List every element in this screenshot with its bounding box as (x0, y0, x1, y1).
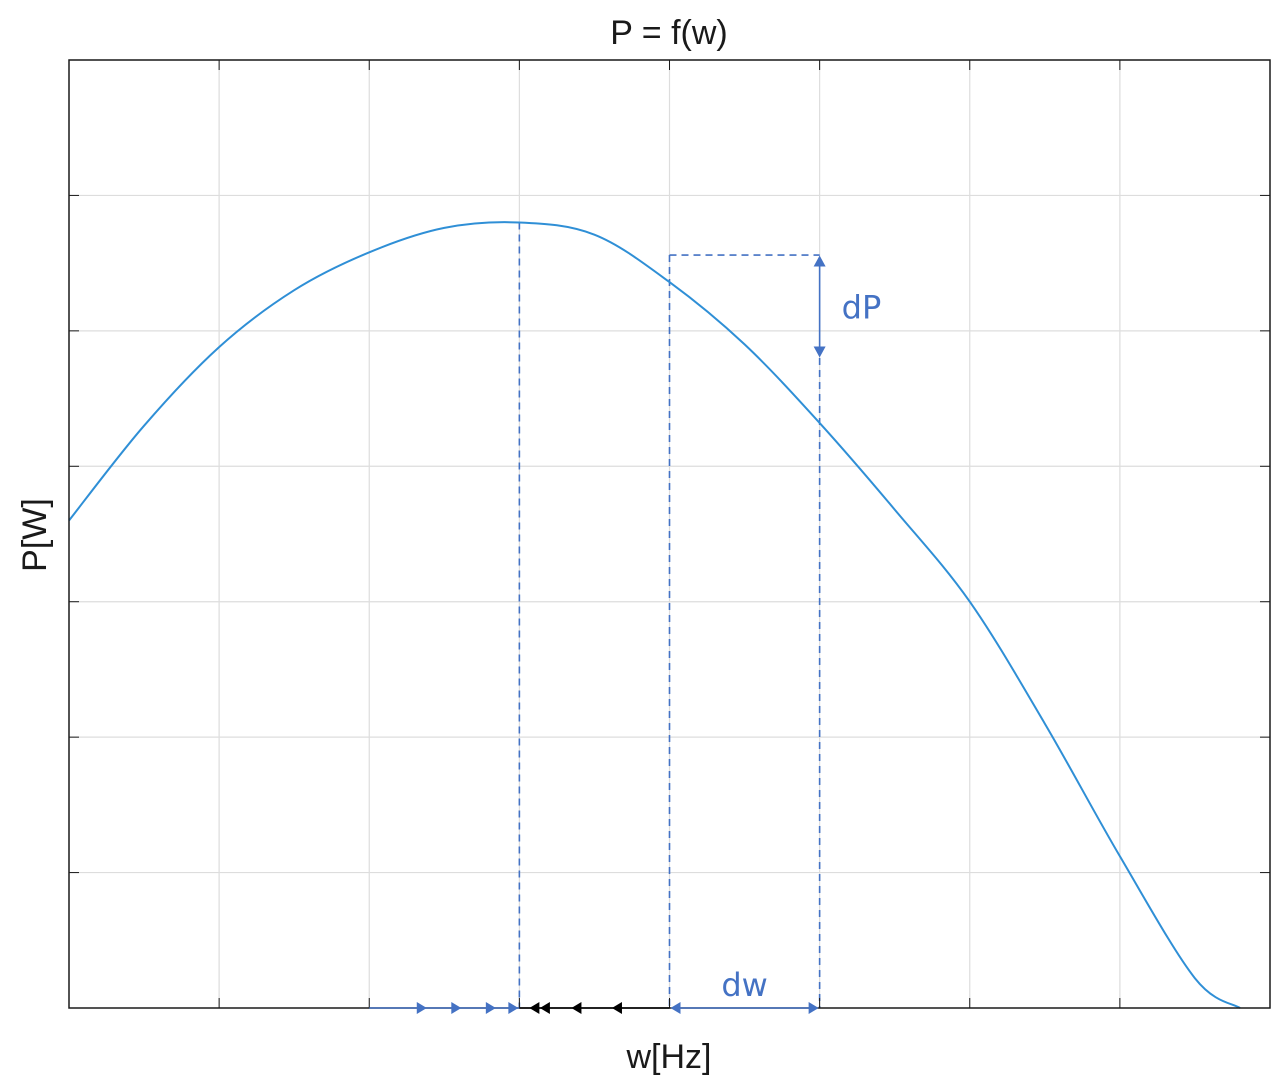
dw-arrow-head-right (808, 1002, 819, 1014)
dp-arrow-head-up (813, 255, 826, 267)
y-axis-label: P[W] (16, 498, 54, 572)
blue-direction-arrow (416, 1002, 427, 1014)
black-direction-arrow (611, 1002, 622, 1014)
black-direction-arrow (539, 1002, 550, 1014)
blue-direction-arrow (451, 1002, 462, 1014)
x-axis-label: w[Hz] (626, 1038, 712, 1076)
blue-direction-arrow (485, 1002, 496, 1014)
chart-title: P = f(w) (610, 14, 727, 52)
dw-annotation-label: dw (721, 966, 767, 1004)
dp-arrow-head-down (813, 346, 826, 358)
dw-arrow-head-left (670, 1002, 681, 1014)
power-curve-line (68, 221, 1241, 1009)
blue-direction-arrow (508, 1002, 519, 1014)
dp-annotation-label: dP (842, 288, 882, 326)
direction-arrows (369, 255, 826, 1014)
black-direction-arrow (571, 1002, 582, 1014)
guide-dashed-lines (518, 222, 821, 1008)
black-direction-arrow (529, 1002, 540, 1014)
